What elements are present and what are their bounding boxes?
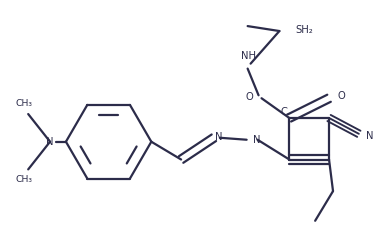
Text: N: N [215,132,222,142]
Text: N: N [45,137,53,147]
Text: NH: NH [241,51,256,61]
Text: O: O [338,91,346,101]
Text: CH₃: CH₃ [16,99,33,108]
Text: N: N [252,135,260,145]
Text: O: O [246,92,254,102]
Text: CH₃: CH₃ [16,175,33,184]
Text: SH₂: SH₂ [295,25,313,35]
Text: C: C [280,107,287,117]
Text: N: N [366,131,373,141]
